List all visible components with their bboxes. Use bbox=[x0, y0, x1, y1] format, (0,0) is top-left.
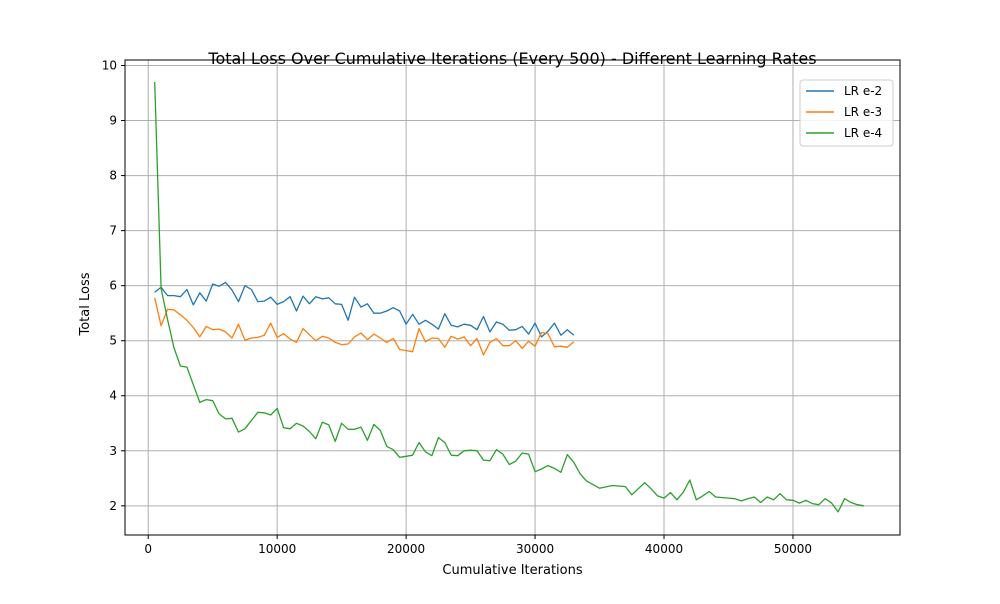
y-axis-ticks: 2 3 4 5 6 7 8 9 10 bbox=[102, 59, 125, 513]
legend-box bbox=[799, 79, 894, 147]
legend-label: LR e-3 bbox=[844, 105, 882, 119]
legend-label: LR e-2 bbox=[844, 84, 882, 98]
x-tick-label: 20000 bbox=[387, 542, 425, 556]
plot-frame bbox=[124, 59, 901, 536]
series-line-3 bbox=[154, 81, 865, 513]
x-axis-ticks: 0 10000 20000 30000 40000 50000 bbox=[144, 535, 812, 556]
y-tick-label: 5 bbox=[109, 334, 117, 348]
y-tick-label: 10 bbox=[102, 59, 117, 73]
x-axis-label: Cumulative Iterations bbox=[442, 563, 582, 578]
y-axis-label: Total Loss bbox=[78, 272, 93, 336]
series-line-1 bbox=[154, 281, 575, 338]
x-tick-label: 40000 bbox=[645, 542, 683, 556]
y-tick-label: 4 bbox=[109, 389, 117, 403]
y-tick-label: 2 bbox=[109, 499, 117, 513]
series-lines bbox=[154, 81, 865, 513]
legend-label: LR e-4 bbox=[844, 126, 882, 140]
y-tick-label: 8 bbox=[109, 169, 117, 183]
chart-title: Total Loss Over Cumulative Iterations (E… bbox=[207, 49, 816, 68]
y-tick-label: 6 bbox=[109, 279, 117, 293]
legend: LR e-2 LR e-3 LR e-4 bbox=[799, 79, 894, 147]
y-tick-label: 7 bbox=[109, 224, 117, 238]
x-tick-label: 30000 bbox=[516, 542, 554, 556]
x-tick-label: 10000 bbox=[258, 542, 296, 556]
x-tick-label: 0 bbox=[144, 542, 152, 556]
y-tick-label: 9 bbox=[109, 114, 117, 128]
grid-lines bbox=[125, 60, 900, 535]
x-tick-label: 50000 bbox=[774, 542, 812, 556]
y-tick-label: 3 bbox=[109, 444, 117, 458]
series-line-2 bbox=[154, 297, 575, 356]
